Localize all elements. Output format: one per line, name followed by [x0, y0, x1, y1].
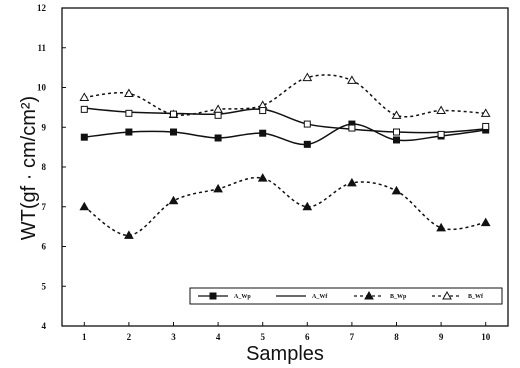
x-tick-label: 6 [305, 332, 310, 342]
legend-label: A_Wp [234, 294, 251, 300]
data-point [482, 122, 490, 130]
legend: A_Wp A_Wf B_Wp B_Wf [189, 287, 503, 305]
data-point [170, 110, 177, 118]
series-layer [79, 72, 491, 239]
x-tick-label: 7 [350, 332, 355, 342]
y-tick-label: 9 [42, 122, 47, 132]
x-tick-label: 8 [394, 332, 399, 342]
data-point [125, 109, 133, 117]
data-point [168, 195, 179, 205]
data-point [213, 104, 223, 113]
y-tick-label: 10 [37, 83, 47, 93]
y-tick-label: 6 [42, 242, 47, 252]
data-point [124, 230, 134, 239]
data-point [393, 128, 400, 136]
x-tick-label: 9 [439, 332, 444, 342]
x-tick-label: 4 [216, 332, 221, 342]
data-point [436, 105, 446, 115]
data-point [124, 88, 134, 97]
data-point [259, 129, 267, 137]
legend-items: A_Wp A_Wf B_Wp B_Wf [198, 290, 484, 300]
legend-label: A_Wf [312, 294, 328, 300]
y-axis-label: WT(gf · cm/cm²) [18, 96, 40, 240]
y-tick-label: 11 [37, 43, 46, 53]
data-point [437, 130, 445, 138]
y-tick-label: 8 [42, 162, 47, 172]
data-point [302, 201, 313, 211]
data-point [79, 92, 90, 101]
series-line [84, 74, 486, 118]
data-point [436, 222, 446, 232]
data-point [214, 134, 222, 142]
x-tick-label: 3 [171, 332, 176, 342]
y-tick-label: 5 [42, 281, 47, 291]
x-tick-label: 2 [127, 332, 132, 342]
data-point [480, 217, 491, 227]
series-line [84, 107, 486, 134]
legend-label: B_Wf [468, 294, 484, 300]
legend-swatch-marker [442, 290, 452, 300]
data-point [170, 128, 177, 136]
data-point [257, 173, 268, 182]
data-point [347, 177, 357, 187]
data-point [348, 124, 356, 132]
legend-swatch-marker [209, 292, 217, 300]
data-point [125, 128, 133, 136]
x-axis-label: Samples [246, 343, 324, 365]
legend-label: B_Wp [390, 294, 407, 300]
data-point [80, 105, 88, 113]
y-tick-label: 12 [37, 3, 47, 13]
data-point [391, 185, 402, 195]
series-line [84, 123, 486, 146]
data-point [303, 120, 311, 128]
y-tick-label: 7 [42, 202, 47, 212]
data-point [391, 110, 402, 119]
data-point [393, 136, 400, 144]
legend-swatch-marker [364, 290, 374, 300]
data-point [213, 183, 223, 193]
data-point [80, 133, 88, 141]
data-point [214, 111, 222, 119]
data-point [480, 108, 491, 117]
data-point [302, 72, 313, 82]
plot-frame [61, 7, 509, 327]
y-tick-label: 4 [42, 321, 47, 331]
data-point [79, 201, 90, 211]
x-tick-label: 10 [481, 332, 491, 342]
series-line [83, 176, 486, 237]
data-point [259, 107, 267, 115]
data-point [303, 140, 311, 148]
x-tick-label: 5 [260, 332, 265, 342]
x-tick-label: 1 [82, 332, 87, 342]
legend-box [189, 287, 503, 305]
data-point [347, 75, 357, 84]
